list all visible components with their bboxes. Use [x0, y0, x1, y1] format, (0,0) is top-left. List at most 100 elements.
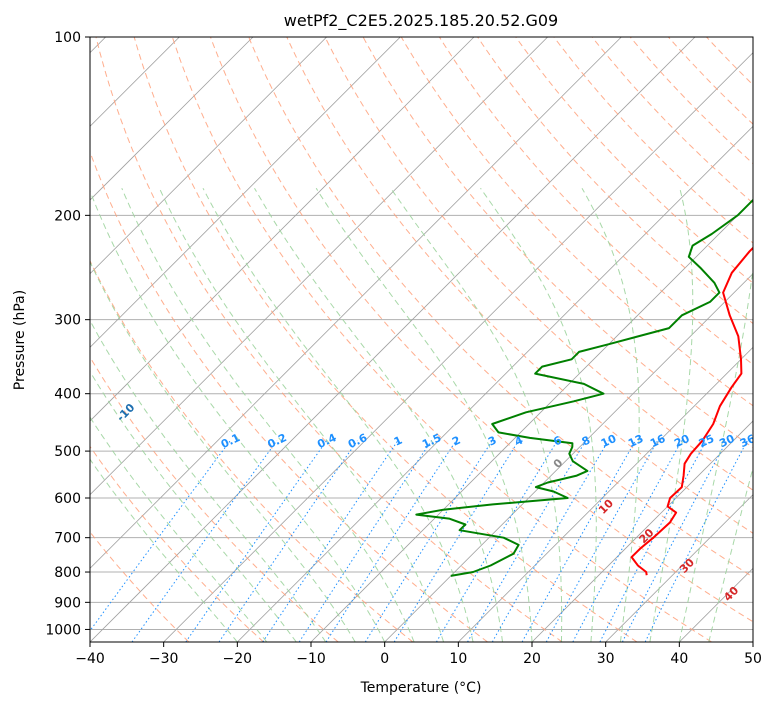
- moist-adiabat-label: 20: [637, 526, 657, 546]
- moist-adiabat-line: [90, 319, 327, 642]
- isotherm-line: [90, 37, 548, 496]
- isotherm-line: [237, 125, 753, 642]
- x-tick-label: 40: [670, 651, 688, 667]
- x-tick-label: 50: [744, 651, 762, 667]
- mixing-ratio-line: [491, 440, 609, 642]
- mixing-ratio-label: 6: [551, 433, 564, 448]
- dry-adiabat-line: [668, 37, 753, 125]
- dewpoint-profile-line: [415, 198, 753, 577]
- mixing-ratio-label: 0.2: [266, 431, 289, 451]
- dry-adiabat-line: [553, 37, 753, 244]
- moist-adiabat-label: 40: [721, 584, 741, 604]
- mixing-ratio-label: 36: [738, 432, 758, 450]
- moist-adiabat-line: [581, 187, 640, 642]
- moist-adiabat-line: [390, 187, 563, 642]
- y-tick-label: 800: [54, 565, 81, 581]
- isotherm-line: [90, 37, 475, 422]
- y-tick-label: 200: [54, 208, 81, 224]
- x-tick-label: −10: [296, 651, 326, 667]
- dry-adiabat-label: -10: [114, 401, 137, 424]
- dry-adiabat-line: [133, 37, 638, 642]
- moist-adiabat-line: [90, 458, 238, 642]
- moist-adiabat-line: [480, 187, 597, 642]
- y-tick-label: 1000: [45, 622, 81, 638]
- x-tick-label: 20: [523, 651, 541, 667]
- dry-adiabat-line: [324, 37, 753, 491]
- dry-adiabat-line: [90, 356, 339, 642]
- mixing-ratio-label: 0.6: [346, 431, 369, 451]
- mixing-ratio-label: 30: [717, 432, 737, 450]
- dry-adiabat-line: [90, 259, 414, 642]
- mixing-ratio-label: 10: [599, 432, 619, 450]
- y-tick-label: 500: [54, 444, 81, 460]
- dry-adiabat-line: [362, 37, 753, 449]
- mixing-ratio-label: 1.5: [420, 431, 443, 451]
- dry-adiabat-line: [706, 37, 753, 86]
- mixing-ratio-label: 3: [486, 434, 498, 449]
- mixing-ratio-line: [621, 440, 728, 642]
- mixing-ratio-line: [599, 440, 707, 642]
- mixing-ratio-line: [435, 440, 558, 642]
- x-tick-label: −20: [223, 651, 253, 667]
- moist-adiabat-line: [90, 189, 386, 642]
- moist-adiabat-line: [708, 466, 753, 642]
- temperature-profile-line: [630, 246, 753, 576]
- mixing-ratio-line: [325, 440, 457, 642]
- isotherm-line: [679, 567, 753, 642]
- dry-adiabat-line: [515, 37, 753, 284]
- moist-adiabat-line: [678, 265, 753, 642]
- mixing-ratio-label: 20: [672, 432, 692, 450]
- isotherm-line: [90, 37, 254, 201]
- dry-adiabat-line: [171, 37, 712, 642]
- mixing-ratio-label: 13: [626, 432, 645, 450]
- isotherm-line: [310, 199, 753, 642]
- y-axis-label: Pressure (hPa): [12, 290, 28, 390]
- y-tick-label: 100: [54, 30, 81, 46]
- isotherm-line: [458, 346, 753, 642]
- x-tick-label: −40: [75, 651, 105, 667]
- mixing-ratio-line: [467, 440, 587, 642]
- mixing-ratio-label: 16: [648, 432, 668, 450]
- x-tick-label: −30: [149, 651, 179, 667]
- dry-adiabat-line: [90, 150, 488, 642]
- dry-adiabat-line: [95, 37, 563, 642]
- mixing-ratio-label: 1: [392, 434, 404, 449]
- isotherm-line: [90, 37, 327, 275]
- dry-adiabat-line: [629, 37, 753, 165]
- mixing-ratio-line: [393, 440, 520, 642]
- sounding-profiles: [415, 198, 753, 577]
- mixing-ratio-line: [644, 440, 748, 642]
- isotherm-line: [752, 641, 753, 642]
- mixing-ratio-label: 0.1: [219, 431, 242, 451]
- moist-adiabat-line: [90, 416, 268, 642]
- dry-adiabat-line: [90, 445, 264, 642]
- mixing-ratio-label: 4: [513, 433, 526, 448]
- mixing-ratio-line: [131, 440, 278, 642]
- x-axis-label: Temperature (°C): [360, 680, 482, 696]
- isotherm-line: [90, 37, 696, 642]
- isotherm-line: [90, 37, 622, 569]
- mixing-ratio-line: [298, 440, 432, 642]
- plot-frame: [89, 36, 754, 643]
- moist-adiabat-line: [202, 187, 474, 642]
- x-tick-label: 30: [597, 651, 615, 667]
- isotherm-line: [90, 37, 401, 348]
- axis-ticks: −40 −30 −20 −10 0 10 20 30 40 5010020030040050060…: [45, 30, 762, 667]
- dry-adiabat-line: [477, 37, 753, 325]
- mixing-ratio-line: [218, 440, 358, 642]
- moist-adiabat-label: 10: [596, 497, 616, 517]
- isotherm-line: [163, 52, 753, 642]
- dry-adiabat-line: [90, 531, 190, 642]
- moist-adiabat-line: [121, 188, 415, 642]
- y-tick-label: 700: [54, 531, 81, 547]
- chart-title: wetPf2_C2E5.2025.185.20.52.G09: [284, 11, 558, 31]
- mixing-ratio-line: [185, 440, 328, 642]
- isotherm-line: [531, 420, 753, 642]
- isotherm-line: [605, 494, 753, 642]
- y-tick-label: 900: [54, 595, 81, 611]
- moist-adiabat-line: [649, 188, 694, 642]
- mixing-ratio-label: 25: [697, 432, 716, 450]
- y-tick-label: 300: [54, 313, 81, 329]
- x-tick-label: 0: [380, 651, 389, 667]
